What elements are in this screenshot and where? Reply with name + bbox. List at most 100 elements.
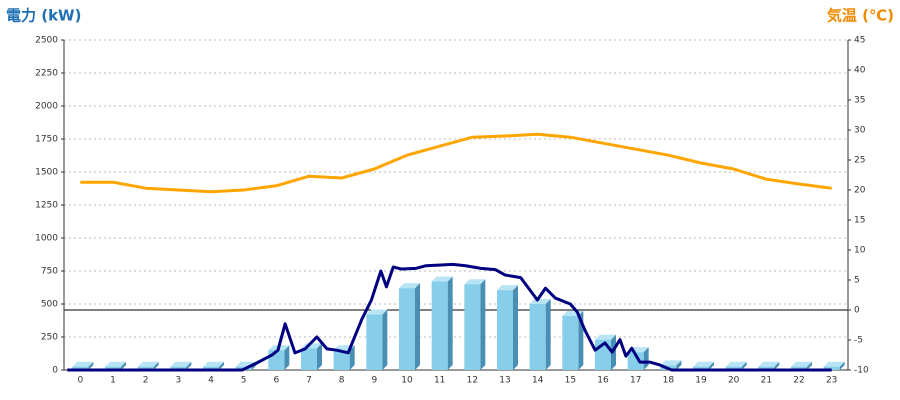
bar-side <box>186 361 192 370</box>
bar-side <box>643 347 649 370</box>
bar-side <box>88 361 94 370</box>
bar <box>464 284 481 370</box>
x-tick-label: 1 <box>110 376 116 386</box>
bar-top <box>595 334 616 340</box>
bar-top <box>464 279 486 285</box>
x-tick-label: 11 <box>434 376 445 386</box>
bar <box>431 281 448 370</box>
bar <box>529 304 546 370</box>
y-tick-label: 0 <box>52 366 58 376</box>
bar-side <box>219 361 224 370</box>
y2-tick-label: 20 <box>854 186 866 196</box>
x-tick-label: 10 <box>401 376 413 386</box>
bar-side <box>774 361 780 370</box>
bar-top <box>399 283 420 289</box>
y2-tick-label: -5 <box>854 336 863 346</box>
y-tick-label: 2000 <box>35 102 58 112</box>
y2-tick-label: 45 <box>854 36 865 46</box>
bar-top <box>497 285 518 291</box>
y-tick-label: 500 <box>41 300 58 310</box>
bar-top <box>366 309 388 315</box>
bar-top <box>791 361 812 367</box>
x-tick-label: 18 <box>663 376 675 386</box>
y2-tick-label: 40 <box>854 66 866 76</box>
bar <box>758 366 775 370</box>
bar-side <box>513 285 518 370</box>
bar-side <box>121 361 126 370</box>
x-tick-label: 8 <box>339 376 345 386</box>
bar-top <box>758 361 780 367</box>
y-tick-label: 1500 <box>35 168 58 178</box>
bar <box>203 366 219 370</box>
bar <box>627 352 644 370</box>
x-tick-label: 3 <box>175 376 181 386</box>
y-axis-title: 電力 (kW) <box>6 7 81 25</box>
bar <box>399 288 415 370</box>
y-tick-label: 1750 <box>35 135 58 145</box>
bar-side <box>807 361 812 370</box>
bar-side <box>480 279 486 370</box>
bar-side <box>676 360 682 370</box>
bar-top <box>529 299 551 304</box>
bar-top <box>72 361 94 367</box>
x-tick-label: 9 <box>371 376 377 386</box>
x-tick-label: 16 <box>597 376 609 386</box>
x-tick-label: 2 <box>143 376 149 386</box>
bar <box>497 290 513 370</box>
bar-side <box>839 361 845 370</box>
y2-tick-label: 15 <box>854 216 865 226</box>
y2-tick-label: -10 <box>854 366 869 376</box>
y2-tick-label: 0 <box>854 306 860 316</box>
x-tick-label: 17 <box>630 376 641 386</box>
bar-side <box>741 361 747 370</box>
x-tick-label: 13 <box>499 376 510 386</box>
bar <box>301 348 317 370</box>
y2-tick-label: 25 <box>854 156 865 166</box>
bar-side <box>284 345 290 370</box>
bar-top <box>725 361 747 367</box>
line <box>80 132 832 194</box>
bar-side <box>709 361 714 370</box>
line <box>67 262 832 372</box>
bar <box>333 350 350 370</box>
bar-top <box>105 361 126 367</box>
bar <box>366 314 383 370</box>
y-tick-label: 250 <box>41 333 58 343</box>
bar-side <box>382 309 388 370</box>
x-tick-label: 12 <box>467 376 478 386</box>
bar <box>823 366 840 370</box>
y-tick-label: 750 <box>41 267 58 277</box>
bar <box>170 366 187 370</box>
x-tick-label: 5 <box>241 376 247 386</box>
bar <box>725 366 742 370</box>
y2-tick-label: 35 <box>854 96 865 106</box>
y-tick-label: 1000 <box>35 234 58 244</box>
bar <box>137 366 154 370</box>
bar-top <box>137 361 159 367</box>
bar-side <box>415 283 420 370</box>
y-tick-label: 1250 <box>35 201 58 211</box>
bar <box>791 366 807 370</box>
y2-tick-label: 30 <box>854 126 866 136</box>
x-tick-label: 6 <box>273 376 279 386</box>
x-tick-label: 23 <box>826 376 837 386</box>
bar-side <box>447 276 453 370</box>
bar-top <box>660 360 682 366</box>
bar-top <box>170 361 192 367</box>
y-tick-label: 2250 <box>35 69 58 79</box>
x-tick-label: 20 <box>728 376 740 386</box>
bar <box>562 315 579 370</box>
bar <box>693 366 709 370</box>
bar <box>72 366 89 370</box>
bar-top <box>431 276 453 282</box>
bar-top <box>203 361 224 367</box>
bar-side <box>545 299 551 370</box>
x-tick-label: 4 <box>208 376 214 386</box>
x-tick-label: 7 <box>306 376 312 386</box>
y-tick-label: 2500 <box>35 36 58 46</box>
y2-tick-label: 5 <box>854 276 860 286</box>
bar-side <box>317 343 322 370</box>
bar-top <box>693 361 714 367</box>
y2-tick-label: 10 <box>854 246 866 256</box>
